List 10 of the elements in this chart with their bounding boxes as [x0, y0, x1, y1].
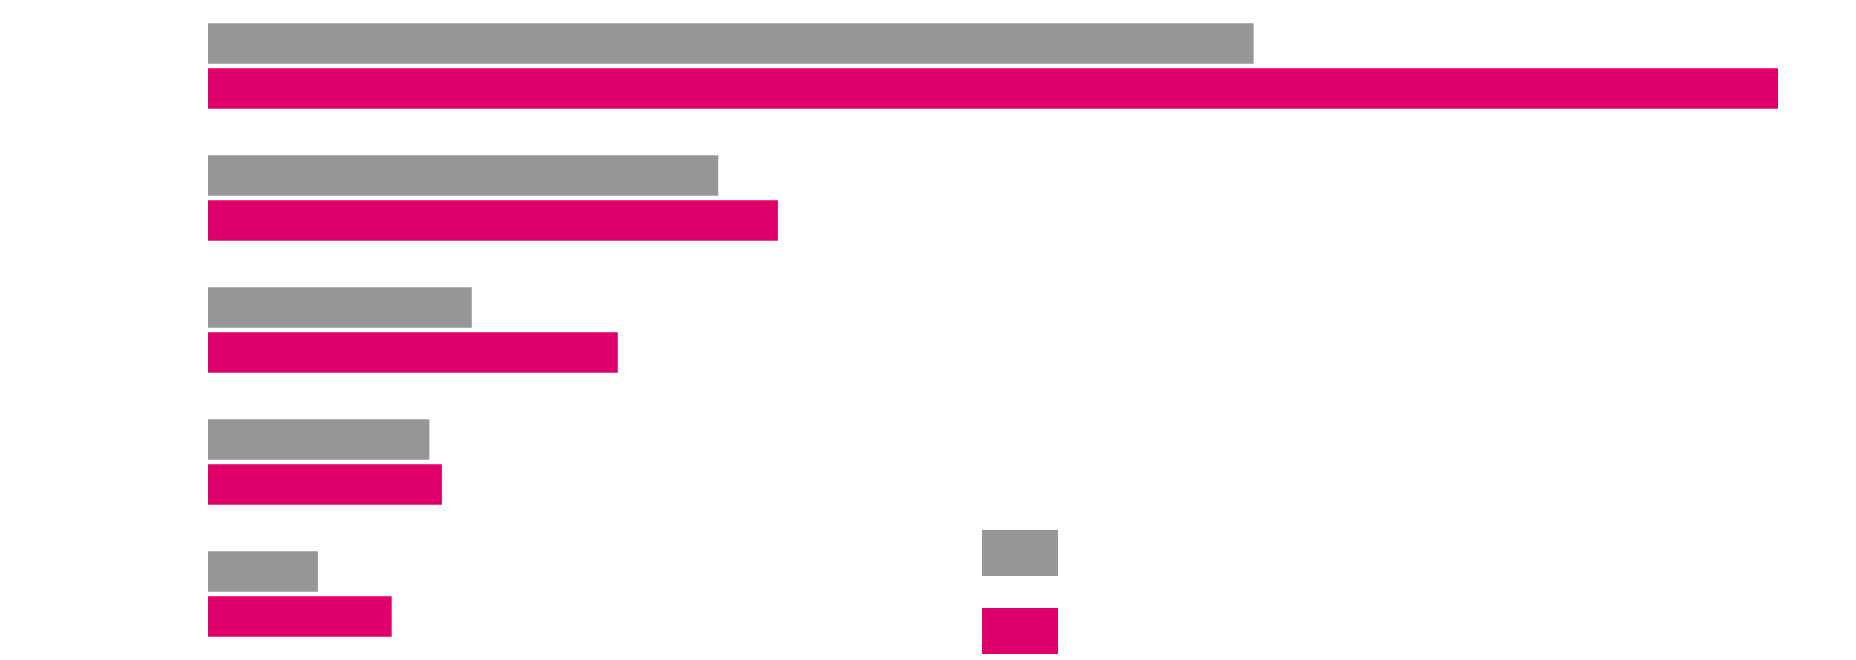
bar: [208, 68, 1778, 109]
bar: [208, 332, 618, 373]
bar: [208, 464, 442, 505]
bar: [208, 596, 392, 637]
bar: [208, 419, 430, 460]
bar: [208, 287, 472, 328]
bar: [208, 551, 318, 592]
bar: [208, 155, 719, 196]
bar: [208, 200, 778, 241]
bar: [208, 23, 1254, 64]
